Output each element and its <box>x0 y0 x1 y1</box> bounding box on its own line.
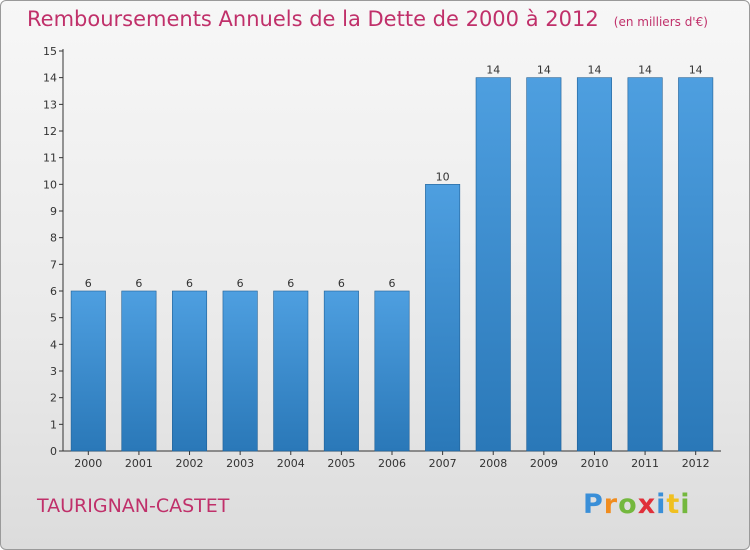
x-tick-label: 2003 <box>226 457 254 470</box>
proxiti-logo: Proxiti <box>583 489 691 520</box>
bar <box>678 77 714 452</box>
chart-labels: 6 2000 6 2001 6 2002 6 2003 6 2004 6 2005 6 2006 10 200… <box>74 64 709 470</box>
logo-letter: i <box>680 489 691 520</box>
y-tick-label: 5 <box>50 312 57 325</box>
y-tick-label: 4 <box>50 338 57 351</box>
bar <box>475 77 511 452</box>
y-tick-label: 11 <box>43 152 57 165</box>
bar <box>273 290 309 452</box>
data-label: 6 <box>338 277 345 290</box>
x-tick-label: 2010 <box>580 457 608 470</box>
x-tick-label: 2001 <box>125 457 153 470</box>
y-tick-label: 13 <box>43 98 57 111</box>
logo-letter: o <box>618 489 638 520</box>
logo-letter: P <box>583 489 604 520</box>
data-label: 6 <box>85 277 92 290</box>
bar <box>425 184 461 452</box>
logo-letter: i <box>656 489 667 520</box>
bar <box>526 77 562 452</box>
y-tick-label: 8 <box>50 232 57 245</box>
bar <box>576 77 612 452</box>
logo-letter: t <box>666 489 681 520</box>
logo-letter: x <box>637 489 657 520</box>
y-tick-label: 14 <box>43 72 57 85</box>
bar <box>374 290 410 452</box>
logo-letter: r <box>603 489 619 520</box>
y-tick-label: 7 <box>50 258 57 271</box>
y-tick-label: 1 <box>50 418 57 431</box>
x-tick-label: 2000 <box>74 457 102 470</box>
bar <box>70 290 106 452</box>
y-tick-label: 2 <box>50 392 57 405</box>
bar <box>172 290 208 452</box>
chart-unit-label: (en milliers d'€) <box>613 15 708 29</box>
bar <box>323 290 359 452</box>
y-tick-label: 15 <box>43 45 57 58</box>
data-label: 6 <box>186 277 193 290</box>
data-label: 14 <box>537 64 551 77</box>
x-tick-label: 2004 <box>277 457 305 470</box>
y-tick-label: 12 <box>43 125 57 138</box>
data-label: 6 <box>135 277 142 290</box>
x-tick-label: 2008 <box>479 457 507 470</box>
data-label: 6 <box>237 277 244 290</box>
data-label: 14 <box>587 64 601 77</box>
data-label: 14 <box>638 64 652 77</box>
data-label: 6 <box>389 277 396 290</box>
x-tick-label: 2012 <box>682 457 710 470</box>
bar <box>627 77 663 452</box>
x-tick-label: 2009 <box>530 457 558 470</box>
x-tick-label: 2002 <box>176 457 204 470</box>
data-label: 14 <box>689 64 703 77</box>
y-tick-label: 10 <box>43 178 57 191</box>
data-label: 14 <box>486 64 500 77</box>
chart-title: Remboursements Annuels de la Dette de 20… <box>27 7 599 31</box>
x-tick-label: 2007 <box>429 457 457 470</box>
x-tick-label: 2006 <box>378 457 406 470</box>
x-tick-label: 2005 <box>327 457 355 470</box>
bar <box>121 290 157 452</box>
bar <box>222 290 258 452</box>
x-tick-label: 2011 <box>631 457 659 470</box>
chart-bars <box>70 77 714 452</box>
data-label: 10 <box>436 170 450 183</box>
y-tick-label: 9 <box>50 205 57 218</box>
y-tick-label: 6 <box>50 285 57 298</box>
chart-title-block: Remboursements Annuels de la Dette de 20… <box>27 7 708 31</box>
commune-name: TAURIGNAN-CASTET <box>37 495 230 517</box>
data-label: 6 <box>287 277 294 290</box>
y-tick-label: 3 <box>50 365 57 378</box>
y-tick-label: 0 <box>50 445 57 458</box>
